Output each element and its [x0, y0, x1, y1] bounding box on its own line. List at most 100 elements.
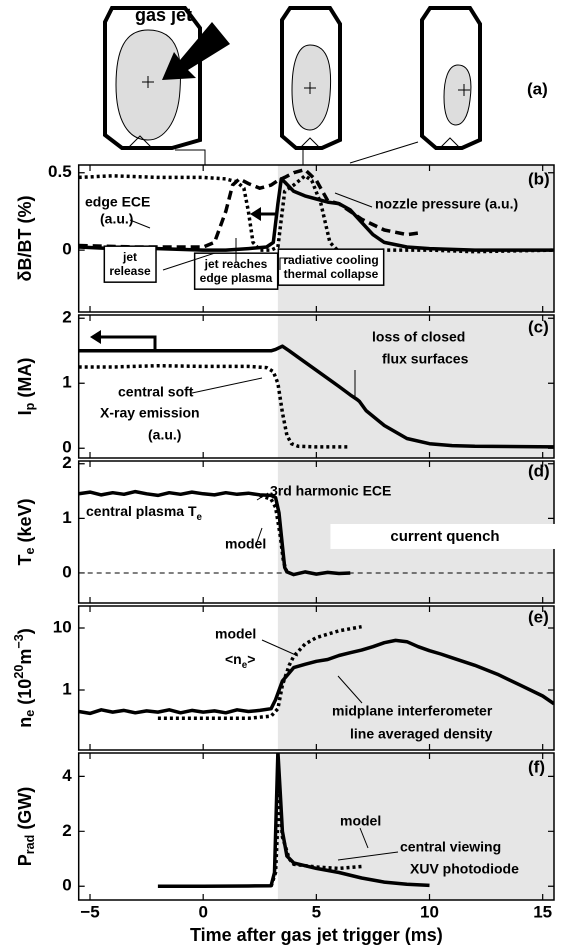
vessel	[420, 6, 482, 150]
divertor	[439, 137, 461, 149]
y-axis-label: δB/BT (%)	[15, 196, 35, 282]
x-tick-label: 5	[312, 902, 321, 921]
annotation: model	[215, 626, 256, 642]
y-axis-label-part: (MA)	[15, 358, 35, 403]
annotation: central soft	[118, 384, 194, 400]
series-group	[78, 624, 554, 721]
plasma	[443, 64, 472, 126]
annotation-box	[277, 248, 385, 286]
annotation: central viewing	[400, 839, 501, 855]
shaded-region	[277, 165, 554, 312]
leader-line	[334, 192, 373, 208]
y-tick-label: 0	[62, 876, 71, 895]
gas-jet-arrow	[162, 22, 230, 80]
y-tick-label: 0.5	[48, 162, 72, 181]
leader-line	[100, 335, 157, 350]
leader-line	[256, 492, 269, 501]
y-tick-label: 1	[62, 373, 71, 392]
annotation: flux surfaces	[382, 351, 469, 367]
y-axis-label-part: p	[23, 402, 37, 410]
y-axis-label-part: n	[15, 717, 35, 728]
annotation: radiative cooling	[283, 253, 378, 267]
panel-label: (d)	[528, 461, 550, 480]
annotation: model	[225, 536, 266, 552]
data-line	[259, 493, 289, 573]
data-line	[157, 624, 362, 721]
gas-jet-label: gas jet	[135, 5, 192, 25]
y-axis-label: Ip (MA)	[15, 358, 38, 416]
panel-label: (c)	[528, 317, 549, 336]
data-line	[78, 344, 554, 449]
annotation-box	[330, 523, 560, 549]
y-axis-label-part: T	[15, 555, 35, 566]
y-tick-label: 4	[62, 766, 72, 785]
arrow-head	[90, 330, 101, 344]
y-tick-label: 2	[62, 453, 71, 472]
panel-label: (e)	[528, 607, 549, 626]
y-axis-label-part: m	[15, 649, 35, 665]
annotation: loss of closed	[372, 329, 465, 345]
annotation: edge plasma	[200, 271, 273, 285]
leader-line	[359, 827, 369, 849]
annotation-box	[103, 245, 157, 283]
panel-label: (b)	[528, 169, 550, 188]
annotation-part: >	[247, 651, 255, 667]
annotation: <ne>	[225, 651, 255, 671]
leader-line	[261, 639, 299, 657]
annotation: current quench	[390, 528, 499, 545]
axis-cross	[142, 76, 154, 88]
annotation-part: <n	[225, 651, 242, 667]
leader-line	[255, 527, 263, 546]
series-group	[157, 753, 430, 889]
annotation: midplane interferometer	[332, 703, 493, 719]
y-tick-label: 2	[62, 308, 71, 327]
annotation: X-ray emission	[100, 405, 200, 421]
series-group	[78, 344, 554, 449]
y-tick-label: 0	[62, 438, 71, 457]
data-line	[78, 489, 351, 577]
annotation: model	[340, 813, 381, 829]
annotation: release	[109, 264, 151, 278]
y-tick-label: 10	[53, 617, 72, 636]
y-axis-label-part: I	[15, 410, 35, 415]
y-tick-label: 1	[62, 680, 71, 699]
annotation: (a.u.)	[100, 211, 133, 227]
x-tick-label: 15	[533, 902, 552, 921]
annotation-part: e	[242, 660, 248, 671]
annotation: thermal collapse	[284, 267, 379, 281]
annotation: 3rd harmonic ECE	[270, 483, 391, 499]
leader-line	[191, 377, 263, 394]
y-axis-label-part: P	[15, 854, 35, 866]
annotation-part: central plasma T	[86, 503, 197, 519]
y-axis-label-part: (GW)	[15, 787, 35, 835]
y-axis-label-part: rad	[23, 835, 37, 855]
vessel	[103, 6, 202, 150]
annotation: (a.u.)	[148, 427, 181, 443]
leader-line	[129, 219, 151, 229]
annotation: nozzle pressure (a.u.)	[375, 196, 518, 212]
annotation: XUV photodiode	[410, 861, 519, 877]
cross-sections	[103, 6, 482, 165]
y-axis-label: ne (1020m−3)	[12, 628, 37, 727]
x-axis-label: Time after gas jet trigger (ms)	[190, 925, 443, 945]
y-axis-label-part: −3	[12, 634, 26, 648]
y-axis-label-part: δB/BT (%)	[15, 196, 35, 282]
leader-line	[279, 257, 290, 270]
connector	[175, 141, 419, 165]
series-group	[78, 489, 351, 577]
annotation: line averaged density	[350, 726, 493, 742]
y-axis-label-part: e	[23, 710, 37, 717]
x-tick-label: 10	[420, 902, 439, 921]
y-axis-label-part: (keV)	[15, 498, 35, 547]
annotation-part: e	[197, 512, 203, 523]
y-tick-label: 2	[62, 821, 71, 840]
vessel	[280, 6, 342, 150]
x-tick-label: 0	[198, 902, 207, 921]
y-axis-label: Prad (GW)	[15, 787, 38, 867]
y-tick-label: 0	[62, 240, 71, 259]
y-axis-label-part: e	[23, 548, 37, 555]
arrow-head	[250, 207, 261, 221]
divertor	[299, 137, 321, 149]
leader-line	[337, 851, 399, 861]
